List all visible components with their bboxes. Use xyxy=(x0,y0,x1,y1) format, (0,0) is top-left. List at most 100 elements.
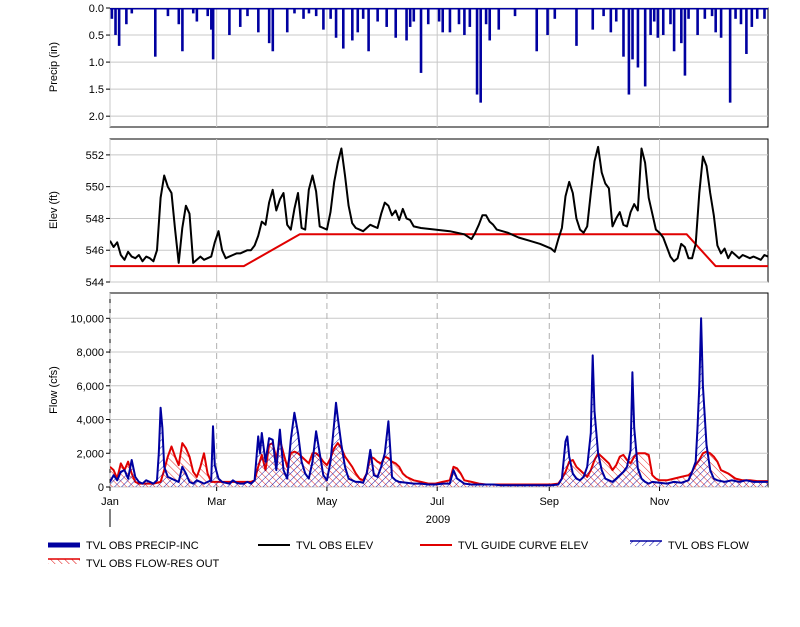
elev-ytick-label: 552 xyxy=(86,150,104,162)
precip-bar xyxy=(631,8,634,60)
elev-ytick-label: 546 xyxy=(86,245,104,257)
elev-y-ticks: 544 546 548 550 552 xyxy=(86,150,110,289)
precip-bar xyxy=(166,8,170,17)
precip-ytick-label: 2.0 xyxy=(89,111,104,123)
precip-bar xyxy=(696,8,699,36)
elev-plot-area xyxy=(109,138,769,283)
precip-bar xyxy=(125,8,128,25)
precip-bar xyxy=(195,8,199,22)
precip-bar xyxy=(257,8,260,33)
precip-bar xyxy=(285,8,289,33)
precip-bar xyxy=(246,8,249,17)
elev-obs-line xyxy=(110,145,768,264)
precip-ytick-label: 1.0 xyxy=(89,57,104,69)
precip-bar xyxy=(437,8,441,22)
precip-bar xyxy=(361,8,365,19)
legend-label: TVL OBS FLOW-RES OUT xyxy=(86,558,220,570)
precip-bar xyxy=(334,8,338,38)
legend-entry: TVL OBS FLOW xyxy=(630,540,750,552)
x-tick-label: Sep xyxy=(539,496,559,508)
flow-y-axis-label: Flow (cfs) xyxy=(48,366,60,414)
x-tick-label: Jan xyxy=(101,496,119,508)
precip-bar xyxy=(211,8,215,60)
flow-y-ticks: 0 2,000 4,000 6,000 8,000 10,000 xyxy=(70,313,110,494)
precip-bar xyxy=(408,8,412,27)
precip-bar xyxy=(314,8,318,17)
precip-bar xyxy=(553,8,557,19)
precip-bar xyxy=(206,8,210,17)
precip-bar xyxy=(661,8,665,36)
elev-grid xyxy=(109,139,768,283)
precip-bar xyxy=(680,8,683,44)
precip-bar xyxy=(479,8,482,103)
precip-bar xyxy=(683,8,687,76)
precip-bar xyxy=(468,8,472,27)
precip-bar xyxy=(755,8,759,19)
precip-bar xyxy=(457,8,461,25)
precip-bar xyxy=(710,8,714,17)
precip-bar xyxy=(307,8,311,14)
precip-bar xyxy=(405,8,408,41)
legend-entry: TVL GUIDE CURVE ELEV xyxy=(420,540,589,552)
precip-bar xyxy=(419,8,423,73)
obs-flow-line xyxy=(110,317,768,487)
precip-bar xyxy=(575,8,578,46)
precip-bar xyxy=(703,8,707,19)
precip-bar xyxy=(546,8,549,36)
legend-entry: TVL OBS FLOW-RES OUT xyxy=(48,558,220,570)
precip-bar xyxy=(110,8,114,19)
elev-ytick-label: 550 xyxy=(86,182,104,194)
precip-bar xyxy=(177,8,181,25)
precip-bar xyxy=(602,8,605,17)
elev-y-axis-label: Elev (ft) xyxy=(48,191,60,229)
precip-bar xyxy=(394,8,398,38)
x-axis: Jan Mar May Jul Sep Nov xyxy=(101,487,670,527)
precip-bar xyxy=(329,8,332,19)
precip-bar xyxy=(426,8,430,25)
precip-bar xyxy=(687,8,690,19)
elev-ytick-label: 548 xyxy=(86,213,104,225)
precip-bar xyxy=(750,8,754,27)
precip-bar xyxy=(745,8,748,54)
flow-panel: 0 2,000 4,000 6,000 8,000 10,000 Flow (cfs) xyxy=(48,292,769,494)
precip-bar xyxy=(714,8,717,33)
precip-bar xyxy=(739,8,743,25)
precip-y-ticks: 0.0 0.5 1.0 1.5 2.0 xyxy=(89,3,110,123)
elev-series xyxy=(110,145,768,268)
precip-y-axis-label: Precip (in) xyxy=(48,42,60,92)
precip-bar xyxy=(484,8,488,25)
flow-ytick-label: 6,000 xyxy=(76,381,104,393)
legend-swatch xyxy=(630,541,662,546)
precip-bar xyxy=(488,8,492,41)
precip-bar xyxy=(356,8,360,33)
precip-bar xyxy=(117,8,121,46)
flow-ytick-label: 2,000 xyxy=(76,448,104,460)
precip-ytick-label: 1.5 xyxy=(89,84,104,96)
precip-bar xyxy=(210,8,213,30)
legend: TVL OBS PRECIP-INC TVL OBS ELEV TVL GUIDE … xyxy=(48,540,750,570)
precip-panel: 0.0 0.5 1.0 1.5 2.0 Precip (in) xyxy=(48,3,769,128)
flow-plot-area xyxy=(109,292,769,488)
precip-bar xyxy=(341,8,345,49)
precip-bar xyxy=(643,8,647,87)
precip-bar xyxy=(385,8,388,27)
legend-label: TVL GUIDE CURVE ELEV xyxy=(458,540,589,552)
precip-bar xyxy=(441,8,445,33)
precip-bar xyxy=(448,8,452,33)
precip-ytick-label: 0.5 xyxy=(89,30,104,42)
x-axis-year-label: 2009 xyxy=(426,514,450,526)
legend-entry: TVL OBS PRECIP-INC xyxy=(48,540,199,552)
flow-ytick-label: 10,000 xyxy=(70,313,104,325)
legend-swatch xyxy=(48,559,80,564)
x-tick-label: Nov xyxy=(650,496,670,508)
precip-bar xyxy=(367,8,370,52)
precip-bar xyxy=(130,8,134,14)
precip-bar xyxy=(734,8,737,19)
precip-bar xyxy=(475,8,479,95)
legend-entry: TVL OBS ELEV xyxy=(258,540,374,552)
precip-bar xyxy=(614,8,618,22)
x-tick-label: May xyxy=(317,496,338,508)
precip-bar xyxy=(322,8,325,30)
precip-bar xyxy=(627,8,631,95)
